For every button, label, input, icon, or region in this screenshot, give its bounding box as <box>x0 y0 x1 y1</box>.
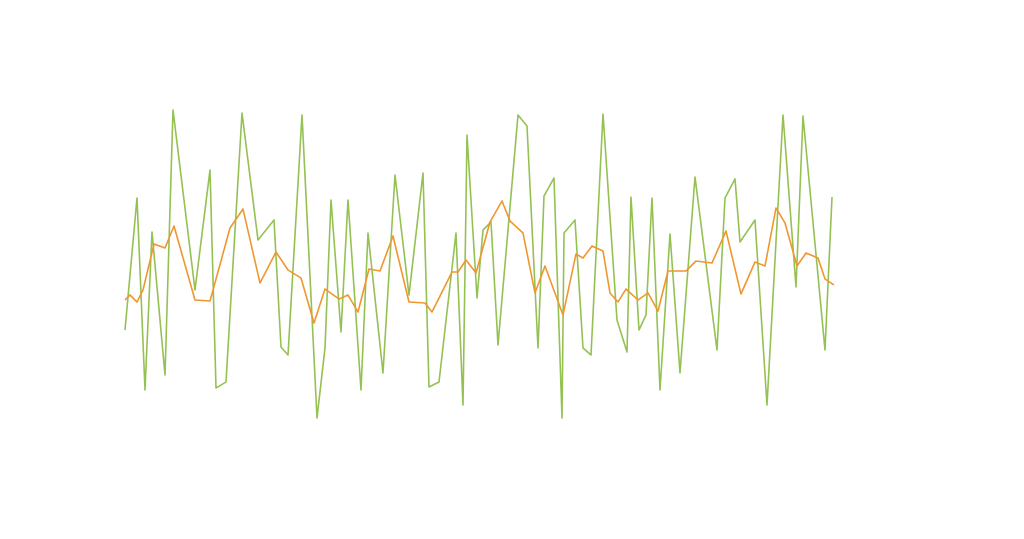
series-line <box>124 200 835 324</box>
series-line <box>124 109 833 419</box>
